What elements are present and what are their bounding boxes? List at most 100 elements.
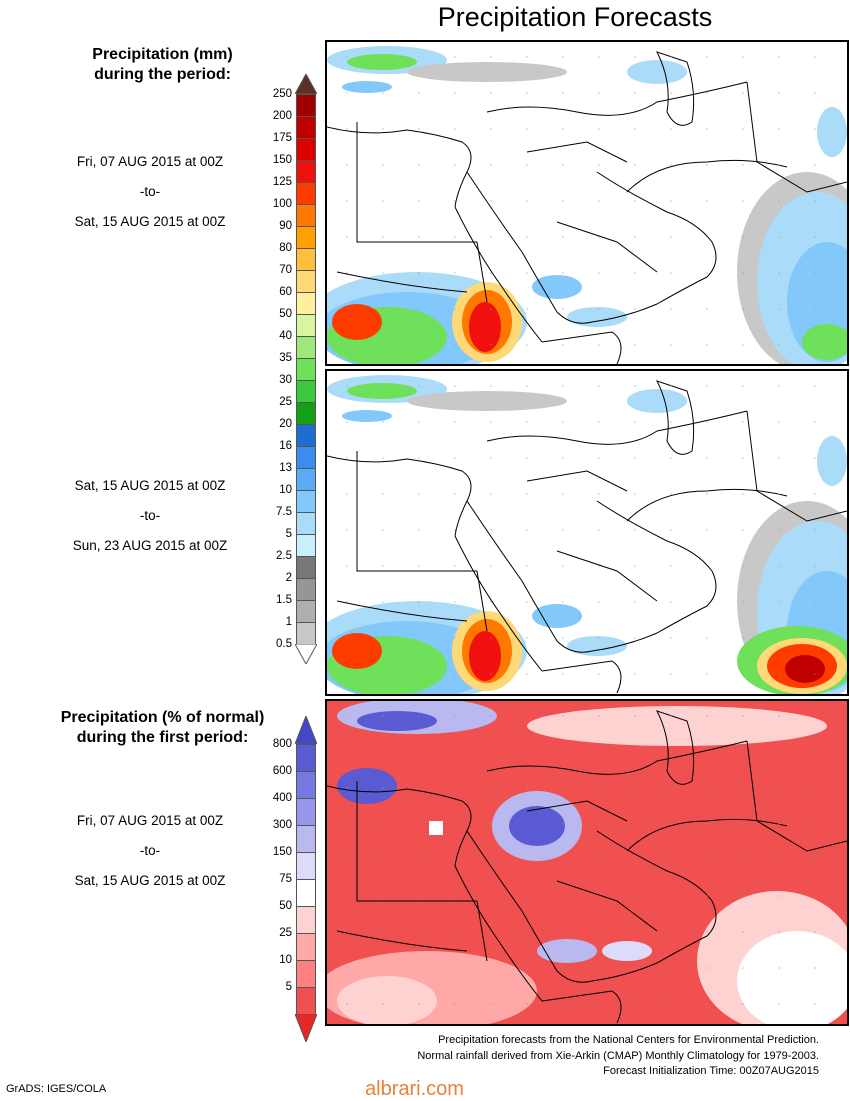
map-panel-percent-normal	[325, 699, 849, 1026]
colorbar-tick-label: 13	[279, 462, 292, 474]
colorbar-tick-label: 7.5	[276, 506, 292, 518]
colorbar-tick-label: 40	[279, 330, 292, 342]
colorbar-tick-label: 125	[272, 176, 292, 188]
rain-area	[407, 391, 567, 411]
colorbar-tick-label: 1	[285, 616, 292, 628]
colorbar-swatch	[296, 852, 316, 880]
period-1-start: Fri, 07 AUG 2015 at 00Z	[76, 154, 224, 169]
colorbar-tick-label: 90	[279, 220, 292, 232]
rain-area	[817, 436, 847, 486]
graticule	[346, 385, 816, 675]
map-panel-period-2	[325, 369, 849, 696]
colorbar-tick-label: 16	[279, 440, 292, 452]
colorbar-tick-label: 60	[279, 286, 292, 298]
colorbar-swatch	[296, 744, 316, 772]
colorbar-tick-label: 5	[285, 981, 292, 993]
rain-area	[332, 633, 382, 669]
colorbar-tick-label: 1.5	[276, 594, 292, 606]
colorbar-swatch	[296, 116, 316, 139]
colorbar-swatch	[296, 622, 316, 645]
rain-area	[567, 307, 627, 327]
rain-area	[785, 655, 825, 683]
colorbar-tick-label: 150	[272, 154, 292, 166]
colorbar-swatch	[296, 512, 316, 535]
colorbar-swatch	[296, 182, 316, 205]
rain-area	[347, 383, 417, 399]
footer-notes: Precipitation forecasts from the Nationa…	[417, 1033, 819, 1080]
rain-area	[532, 604, 582, 628]
pct-normal-heading-line2: during the first period:	[76, 729, 249, 746]
colorbar-swatch	[296, 402, 316, 425]
colorbar-swatch	[296, 798, 316, 826]
rain-area	[469, 631, 501, 681]
period-3-label: Fri, 07 AUG 2015 at 00Z -to- Sat, 15 AUG…	[0, 806, 300, 896]
rain-area	[357, 711, 437, 731]
colorbar-tick-label: 80	[279, 242, 292, 254]
period-2-end: Sun, 23 AUG 2015 at 00Z	[72, 538, 228, 553]
missing-data-box	[429, 821, 443, 835]
grads-credit: GrADS: IGES/COLA	[6, 1083, 107, 1095]
colorbar-swatch	[296, 336, 316, 359]
colorbar-swatch	[296, 248, 316, 271]
colorbar-swatch	[296, 314, 316, 337]
colorbar-tick-label: 2.5	[276, 550, 292, 562]
colorbar-tick-label: 175	[272, 132, 292, 144]
pct-normal-heading: Precipitation (% of normal) during the f…	[0, 708, 325, 748]
colorbar-swatch	[296, 446, 316, 469]
colorbar-swatch	[296, 534, 316, 557]
colorbar-tick-label: 50	[279, 900, 292, 912]
colorbar-swatch	[296, 270, 316, 293]
colorbar-swatch	[296, 358, 316, 381]
colorbar-tick-label: 30	[279, 374, 292, 386]
colorbar-bottom-arrow-icon	[295, 644, 317, 664]
period-2-start: Sat, 15 AUG 2015 at 00Z	[74, 478, 226, 493]
footer-line-3: Forecast Initialization Time: 00Z07AUG20…	[603, 1065, 819, 1077]
rain-area	[332, 304, 382, 340]
graticule	[346, 56, 816, 346]
rain-area	[802, 324, 847, 360]
rain-area	[737, 931, 847, 1024]
colorbar-tick-label: 75	[279, 873, 292, 885]
colorbar-swatch	[296, 490, 316, 513]
colorbar-tick-label: 5	[285, 528, 292, 540]
colorbar-swatch	[296, 987, 316, 1015]
colorbar-tick-label: 600	[272, 765, 292, 777]
colorbar-tick-label: 10	[279, 484, 292, 496]
colorbar-top-arrow-icon	[295, 716, 317, 744]
colorbar-top-arrow-icon	[295, 74, 317, 94]
colorbar-tick-label: 800	[272, 738, 292, 750]
period-1-sep: -to-	[139, 184, 161, 199]
period-1-label: Fri, 07 AUG 2015 at 00Z -to- Sat, 15 AUG…	[0, 147, 300, 237]
colorbar-swatch	[296, 424, 316, 447]
rain-area	[567, 636, 627, 656]
rain-area	[342, 81, 392, 93]
rain-area	[527, 706, 827, 746]
precip-map-1	[327, 42, 847, 364]
precip-mm-colorbar: 250 200 175 150 125 100 90 80 70 60 50 40 35 30 25 20 16…	[273, 74, 318, 668]
colorbar-tick-label: 250	[272, 88, 292, 100]
period-2-sep: -to-	[139, 508, 161, 523]
colorbar-swatch	[296, 933, 316, 961]
rain-area	[537, 939, 597, 963]
precip-mm-heading-line2: during the period:	[94, 66, 231, 83]
colorbar-swatch	[296, 578, 316, 601]
pct-normal-heading-line1: Precipitation (% of normal)	[60, 709, 265, 726]
colorbar-swatch	[296, 906, 316, 934]
colorbar-swatch	[296, 226, 316, 249]
rain-area	[342, 410, 392, 422]
rain-area	[469, 302, 501, 352]
colorbar-tick-label: 300	[272, 819, 292, 831]
period-3-sep: -to-	[139, 843, 161, 858]
watermark-text: albrari.com	[365, 1078, 464, 1100]
colorbar-tick-label: 50	[279, 308, 292, 320]
period-1-end: Sat, 15 AUG 2015 at 00Z	[74, 214, 226, 229]
colorbar-tick-label: 2	[285, 572, 292, 584]
colorbar-swatch	[296, 160, 316, 183]
rain-area	[509, 806, 565, 846]
colorbar-swatch	[296, 138, 316, 161]
page-title: Precipitation Forecasts	[437, 2, 713, 32]
rain-area	[347, 54, 417, 70]
colorbar-tick-label: 35	[279, 352, 292, 364]
colorbar-swatch	[296, 556, 316, 579]
colorbar-swatch	[296, 825, 316, 853]
